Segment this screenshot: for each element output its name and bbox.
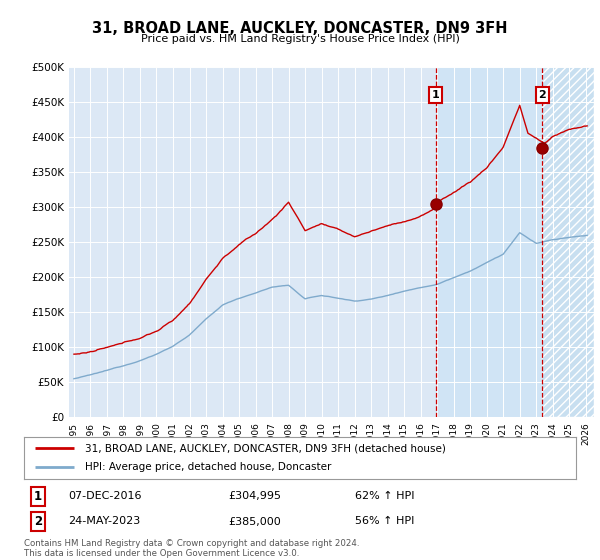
Text: Price paid vs. HM Land Registry's House Price Index (HPI): Price paid vs. HM Land Registry's House … xyxy=(140,34,460,44)
Bar xyxy=(542,67,594,417)
Text: 62% ↑ HPI: 62% ↑ HPI xyxy=(355,492,415,502)
Bar xyxy=(436,67,594,417)
Text: 2: 2 xyxy=(34,515,42,528)
Text: 31, BROAD LANE, AUCKLEY, DONCASTER, DN9 3FH: 31, BROAD LANE, AUCKLEY, DONCASTER, DN9 … xyxy=(92,21,508,36)
Text: £385,000: £385,000 xyxy=(228,516,281,526)
Text: HPI: Average price, detached house, Doncaster: HPI: Average price, detached house, Donc… xyxy=(85,463,331,473)
Text: 1: 1 xyxy=(34,490,42,503)
Text: 24-MAY-2023: 24-MAY-2023 xyxy=(68,516,140,526)
Text: Contains HM Land Registry data © Crown copyright and database right 2024.
This d: Contains HM Land Registry data © Crown c… xyxy=(24,539,359,558)
Text: 1: 1 xyxy=(432,90,440,100)
Text: 2: 2 xyxy=(539,90,547,100)
Text: 56% ↑ HPI: 56% ↑ HPI xyxy=(355,516,415,526)
Text: £304,995: £304,995 xyxy=(228,492,281,502)
Text: 07-DEC-2016: 07-DEC-2016 xyxy=(68,492,142,502)
Text: 31, BROAD LANE, AUCKLEY, DONCASTER, DN9 3FH (detached house): 31, BROAD LANE, AUCKLEY, DONCASTER, DN9 … xyxy=(85,443,446,453)
